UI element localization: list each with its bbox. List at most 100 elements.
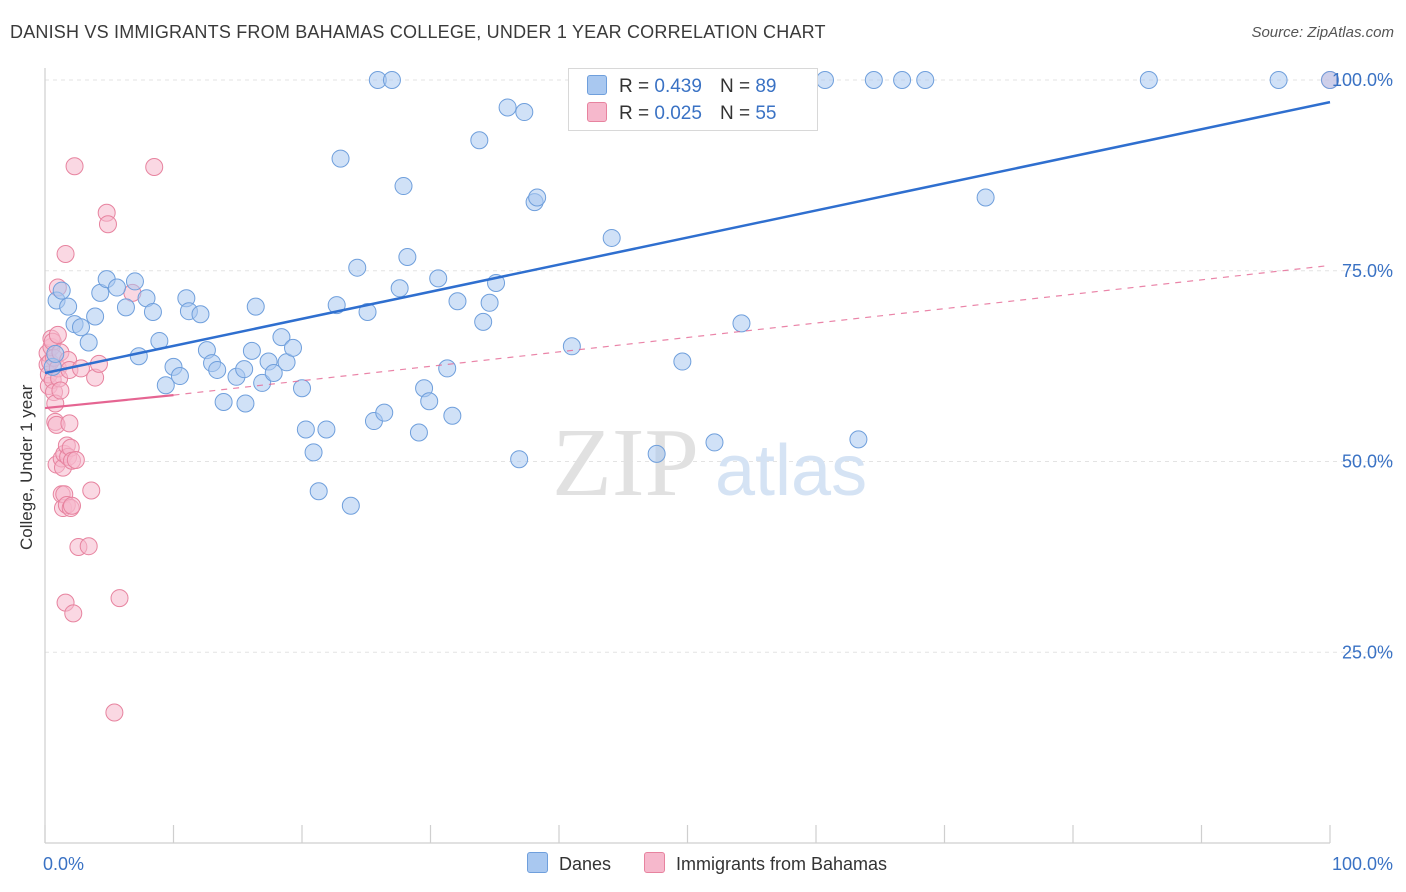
danes-point [317, 420, 336, 439]
danes-point [341, 496, 360, 515]
danes-point [849, 430, 868, 449]
bahamas-point [51, 381, 70, 400]
danes-point [528, 188, 547, 207]
bahamas-point [56, 244, 75, 263]
bahamas-point [110, 589, 129, 608]
danes-point [71, 318, 90, 337]
danes-point [293, 379, 311, 398]
y-tick-label: 25.0% [1342, 642, 1393, 662]
danes-point [236, 394, 255, 413]
bahamas-point [105, 703, 124, 722]
danes-n-label: N = [719, 76, 751, 97]
danes-point [705, 433, 724, 452]
danes-point [443, 406, 462, 425]
bahamas-point [79, 537, 98, 556]
axis-layer [44, 68, 1331, 844]
legend-row-danes: R = 0.439 N = 89 [587, 75, 776, 99]
bahamas-point [98, 215, 117, 234]
danes-point [398, 248, 417, 267]
bahamas-trend-dashed [173, 264, 1331, 396]
grid-layer [45, 79, 1393, 653]
danes-point [420, 392, 439, 411]
danes-point [348, 258, 367, 277]
danes-point [480, 293, 499, 312]
y-axis-label: College, Under 1 year [17, 384, 36, 550]
y-tick-label: 100.0% [1332, 70, 1393, 90]
danes-point [916, 71, 935, 89]
danes-point [125, 272, 144, 291]
danes-point [214, 392, 233, 411]
danes-point [602, 228, 621, 247]
danes-point [246, 297, 265, 316]
source-credit: Source: ZipAtlas.com [1251, 24, 1394, 41]
danes-point [1269, 71, 1288, 89]
danes-point [893, 71, 912, 89]
danes-point [438, 359, 457, 378]
danes-point [448, 292, 467, 311]
danes-point [409, 423, 428, 442]
bahamas-n-label: N = [719, 103, 751, 124]
danes-point [815, 71, 834, 89]
y-tick-label: 75.0% [1342, 261, 1393, 281]
danes-n-value: 89 [755, 76, 777, 97]
danes-point [107, 278, 126, 297]
watermark-zip: ZIP [552, 409, 699, 517]
x-tick-label-end: 100.0% [1332, 854, 1393, 874]
trend-layer [44, 100, 1331, 410]
danes-point [1139, 71, 1158, 89]
bahamas-point [62, 496, 81, 515]
danes-r-value: 0.439 [654, 76, 702, 97]
bahamas-point [60, 414, 79, 433]
bahamas-point [64, 604, 83, 623]
correlation-legend: R = 0.439 N = 89 R = 0.025 N = 55 [568, 68, 818, 131]
danes-point [382, 71, 401, 89]
danes-point [309, 482, 328, 501]
danes-point [331, 149, 350, 168]
bahamas-r-value: 0.025 [654, 103, 702, 124]
bottom-legend-bahamas: Immigrants from Bahamas [644, 852, 887, 875]
y-tick-label: 50.0% [1342, 452, 1393, 472]
danes-point [59, 297, 78, 316]
danes-point [429, 269, 448, 288]
danes-point [272, 328, 291, 347]
danes-point [510, 450, 529, 469]
danes-point [143, 302, 162, 321]
bahamas-point [48, 325, 67, 344]
danes-point [284, 338, 303, 357]
bahamas-n-value: 55 [755, 103, 777, 124]
danes-point [375, 403, 394, 422]
danes-point [235, 360, 254, 379]
danes-point [304, 443, 323, 462]
danes-legend-swatch [527, 852, 548, 873]
bahamas-point [66, 450, 85, 469]
danes-point [86, 307, 105, 326]
danes-r-label: R = [619, 76, 650, 97]
danes-point [253, 373, 272, 392]
danes-legend-label: Danes [559, 854, 612, 874]
danes-point [864, 71, 883, 89]
bahamas-point [145, 157, 164, 176]
danes-trend-line [44, 100, 1331, 375]
chart-title: DANISH VS IMMIGRANTS FROM BAHAMAS COLLEG… [10, 22, 826, 42]
danes-point [732, 314, 751, 333]
danes-point [208, 360, 227, 379]
bahamas-r-label: R = [619, 103, 650, 124]
danes-point [498, 98, 517, 117]
danes-point [976, 188, 995, 207]
watermark-atlas: atlas [715, 431, 867, 511]
danes-point [79, 333, 98, 352]
danes-point [470, 131, 489, 150]
danes-point [129, 347, 148, 366]
legend-row-bahamas: R = 0.025 N = 55 [587, 102, 776, 126]
danes-point [515, 103, 534, 122]
danes-point [116, 298, 135, 317]
bahamas-point [65, 157, 84, 176]
bahamas-points [38, 71, 1339, 722]
danes-point [242, 341, 261, 360]
danes-point [673, 352, 692, 371]
danes-point [1321, 71, 1339, 89]
bottom-legend-danes: Danes [527, 852, 611, 875]
bahamas-swatch [587, 102, 607, 122]
danes-point [191, 305, 210, 324]
